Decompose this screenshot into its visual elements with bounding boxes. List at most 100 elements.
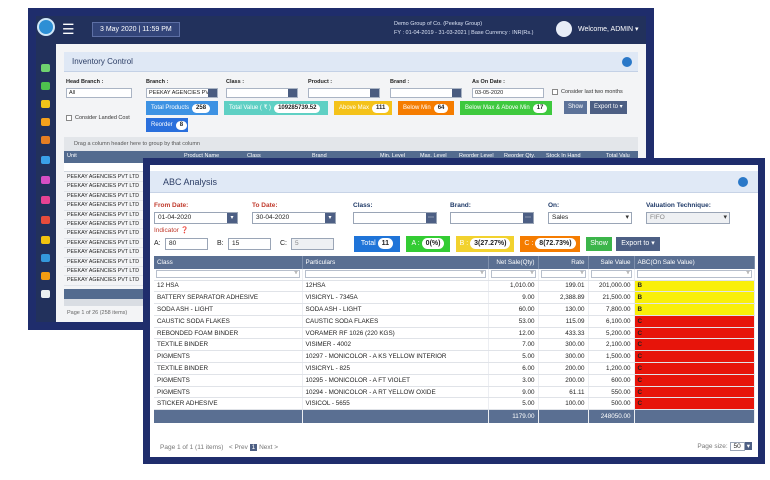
filter-icon[interactable] [636, 269, 752, 279]
filter-class[interactable] [154, 269, 303, 281]
col-brand[interactable]: Brand [312, 153, 327, 159]
product-picker[interactable] [308, 88, 380, 98]
brand-picker[interactable] [390, 88, 462, 98]
col-rate[interactable]: Rate [538, 256, 589, 269]
chevron-down-icon[interactable]: ▾ [744, 442, 752, 450]
a-count-badge[interactable]: A : 0(%) [406, 236, 450, 252]
table-row[interactable]: CAUSTIC SODA FLAKES CAUSTIC SODA FLAKES 53… [154, 315, 755, 328]
inventory-row-unit[interactable]: PEEKAY AGENCIES PVT LTD [64, 239, 174, 249]
from-date-input[interactable]: 01-04-2020 ▾ [154, 212, 238, 224]
next-page-link[interactable]: Next > [259, 444, 279, 451]
table-row[interactable]: TEXTILE BINDER VISIMER - 4002 7.00 300.00 2,… [154, 338, 755, 352]
hand-icon[interactable] [41, 196, 50, 204]
col-class[interactable]: Class [247, 153, 261, 159]
col-total-value[interactable]: Total Valu [606, 153, 630, 159]
inventory-row-unit[interactable]: PEEKAY AGENCIES PVT LTD [64, 229, 174, 239]
col-sale-value[interactable]: Sale Value [588, 256, 635, 269]
col-abc[interactable]: ABC(On Sale Value) [634, 256, 755, 269]
table-row[interactable]: SODA ASH - LIGHT SODA ASH - LIGHT 60.00 130… [154, 303, 755, 316]
table-row[interactable]: STICKER ADHESIVE VISICOL - 5655 5.00 100.00… [154, 397, 755, 411]
inventory-row-unit[interactable]: PEEKAY AGENCIES PVT LTD [64, 248, 174, 258]
crown-icon[interactable] [41, 272, 50, 280]
below-min-pill[interactable]: Below Min 64 [398, 101, 454, 115]
filter-sale-value[interactable] [588, 269, 635, 281]
table-row[interactable]: PIGMENTS 10295 - MONICOLOR - A FT VIOLET 3… [154, 374, 755, 387]
inventory-row-unit[interactable]: PEEKAY AGENCIES PVT LTD [64, 220, 174, 230]
col-particulars[interactable]: Particulars [302, 256, 489, 269]
horizontal-scrollbar[interactable] [64, 299, 176, 306]
inventory-row-unit[interactable]: PEEKAY AGENCIES PVT LTD [64, 173, 174, 183]
filter-icon[interactable] [540, 269, 586, 279]
inventory-row-unit[interactable]: PEEKAY AGENCIES PVT LTD [64, 201, 174, 211]
eye-icon[interactable] [41, 254, 50, 262]
c-threshold-input[interactable]: 5 [291, 238, 334, 250]
table-row[interactable]: REBONDED FOAM BINDER VORAMER RF 1026 (220… [154, 327, 755, 340]
col-product-name[interactable]: Product Name [184, 153, 220, 159]
page-size-select[interactable]: 50 [729, 442, 745, 451]
col-class[interactable]: Class [154, 256, 303, 269]
col-reorder-level[interactable]: Reorder Level [459, 153, 494, 159]
class-picker[interactable] [226, 88, 298, 98]
valuation-technique-select[interactable]: FIFO ▾ [646, 212, 730, 224]
filter-icon[interactable] [590, 269, 632, 279]
show-button[interactable]: Show [586, 237, 612, 251]
class-picker[interactable]: ⋯ [353, 212, 437, 224]
col-net-sale-qty[interactable]: Net Sale(Qty) [488, 256, 539, 269]
a-threshold-input[interactable]: 80 [165, 238, 208, 250]
hierarchy-icon[interactable] [41, 176, 50, 184]
inventory-row-unit[interactable]: PEEKAY AGENCIES PVT LTD [64, 211, 174, 220]
storage-icon[interactable] [41, 156, 50, 164]
total-value-pill[interactable]: Total Value ( ₹ ) 109285739.52 [224, 101, 328, 115]
list-icon[interactable] [41, 82, 50, 90]
col-reorder-qty[interactable]: Reorder Qty. [504, 153, 536, 159]
users-icon[interactable] [41, 100, 50, 108]
col-stock-in-hand[interactable]: Stock In Hand [546, 153, 581, 159]
current-page[interactable]: 1 [249, 444, 258, 451]
as-on-date-input[interactable]: 03-05-2020 [472, 88, 544, 98]
ellipsis-icon[interactable]: ⋯ [426, 213, 436, 223]
person-icon[interactable] [41, 236, 50, 244]
below-max-above-min-pill[interactable]: Below Max & Above Min 17 [460, 101, 552, 115]
b-count-badge[interactable]: B : 3(27.27%) [456, 236, 514, 252]
filter-icon[interactable] [156, 269, 300, 279]
settings-icon[interactable] [41, 136, 50, 144]
group-by-drop-area[interactable]: Drag a column header here to group by th… [64, 137, 638, 151]
calendar-dropdown-icon[interactable]: ▾ [325, 213, 335, 223]
user-avatar-icon[interactable] [556, 21, 572, 37]
col-min-level[interactable]: Min. Level [380, 153, 406, 159]
wrench-icon[interactable] [41, 290, 50, 298]
calendar-dropdown-icon[interactable]: ▾ [227, 213, 237, 223]
filter-net-sale[interactable] [488, 269, 539, 281]
reorder-pill[interactable]: Reorder 8 [146, 118, 188, 132]
prev-page-link[interactable]: < Prev [228, 444, 248, 451]
col-unit[interactable]: Unit [67, 153, 77, 159]
filter-particulars[interactable] [302, 269, 489, 281]
ellipsis-icon[interactable]: ⋯ [523, 213, 533, 223]
inventory-row-unit[interactable]: PEEKAY AGENCIES PVT LTD [64, 267, 174, 277]
inventory-row-unit[interactable]: PEEKAY AGENCIES PVT LTD [64, 258, 174, 267]
head-branch-select[interactable]: All [66, 88, 132, 98]
to-date-input[interactable]: 30-04-2020 ▾ [252, 212, 336, 224]
hamburger-menu-icon[interactable]: ☰ [62, 21, 75, 37]
inventory-row-unit[interactable]: PEEKAY AGENCIES PVT LTD [64, 276, 174, 286]
total-products-pill[interactable]: Total Products 258 [146, 101, 218, 115]
report-icon[interactable] [41, 216, 50, 224]
b-threshold-input[interactable]: 15 [228, 238, 271, 250]
table-row[interactable]: PIGMENTS 10294 - MONICOLOR - A RT YELLOW … [154, 386, 755, 399]
brand-picker[interactable]: ⋯ [450, 212, 534, 224]
filter-icon[interactable] [490, 269, 536, 279]
c-count-badge[interactable]: C : 8(72.73%) [520, 236, 580, 252]
table-row[interactable]: TEXTILE BINDER VISICRYL - 825 6.00 200.00 1,… [154, 362, 755, 375]
collapse-icon[interactable] [738, 177, 748, 187]
inventory-row-unit[interactable]: PEEKAY AGENCIES PVT LTD [64, 182, 174, 192]
calendar-icon[interactable] [41, 118, 50, 126]
show-button[interactable]: Show [564, 101, 588, 114]
branch-select[interactable]: PEEKAY AGENCIES PVT [146, 88, 218, 98]
above-max-pill[interactable]: Above Max 111 [334, 101, 392, 115]
col-max-level[interactable]: Max. Level [420, 153, 447, 159]
filter-abc[interactable] [634, 269, 755, 281]
total-count-badge[interactable]: Total 11 [354, 236, 400, 252]
help-icon[interactable]: ❓ [180, 227, 189, 234]
filter-rate[interactable] [538, 269, 589, 281]
filter-icon[interactable] [304, 269, 486, 279]
